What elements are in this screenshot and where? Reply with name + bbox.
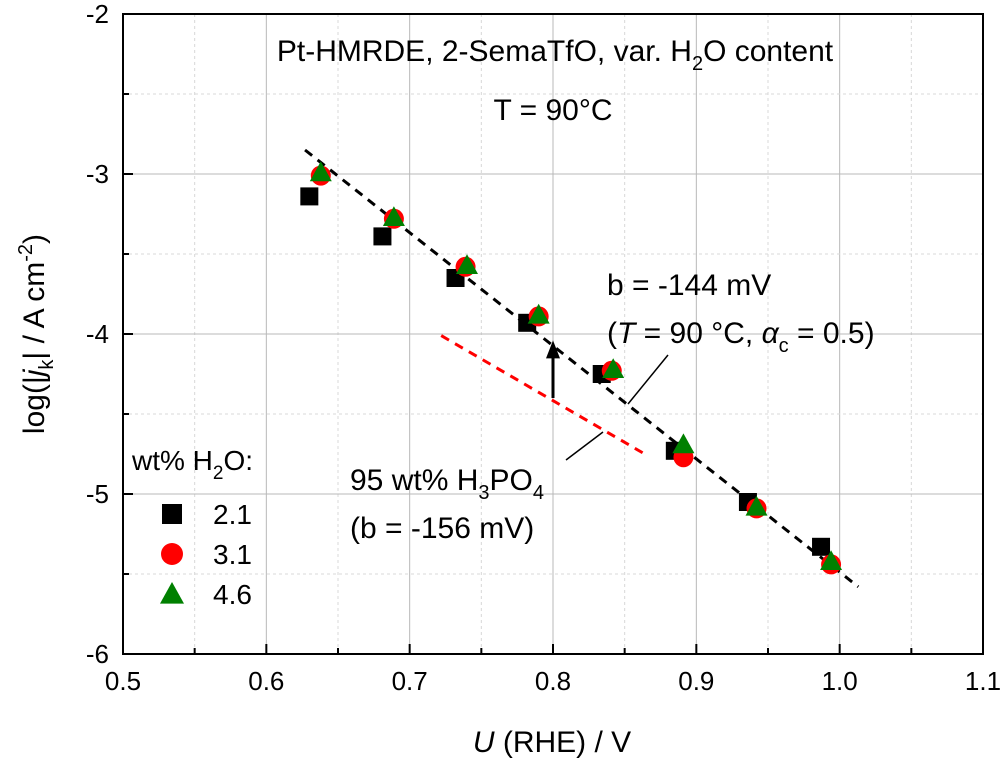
data-point-triangle — [527, 303, 550, 324]
data-point-triangle — [820, 550, 843, 570]
chart-title-line1: Pt-HMRDE, 2-SemaTfO, var. H2O content — [277, 35, 834, 75]
axis-ticks — [122, 13, 984, 655]
legend-marker-triangle — [160, 582, 184, 604]
data-point-triangle — [672, 433, 695, 454]
legend-label: 3.1 — [213, 539, 252, 570]
legend-marker-circle — [161, 543, 183, 565]
callout-lines — [565, 354, 669, 461]
reference-callout-line — [565, 431, 604, 461]
x-tick-label: 0.8 — [535, 666, 571, 696]
chart-title-line2: T = 90°C — [493, 94, 612, 127]
legend-label: 2.1 — [213, 499, 252, 530]
y-axis-title: log(|jk| / A cm-2) — [15, 234, 58, 434]
y-tick-label: -5 — [86, 479, 109, 509]
data-point-square — [373, 227, 392, 246]
x-tick-label: 0.6 — [248, 666, 284, 696]
legend: wt% H2O: 2.1 3.1 4.6 — [131, 445, 253, 610]
data-point-triangle — [309, 161, 332, 182]
y-tick-label: -4 — [86, 319, 109, 349]
legend-title: wt% H2O: — [131, 445, 253, 484]
x-tick-label: 0.7 — [392, 666, 428, 696]
legend-label: 4.6 — [213, 579, 252, 610]
data-point-triangle — [456, 254, 478, 274]
fit-line — [440, 334, 646, 456]
reference-slope-label: (b = -156 mV) — [350, 512, 534, 545]
data-point-triangle — [602, 358, 625, 378]
legend-marker-square — [162, 504, 182, 524]
y-tick-label: -2 — [86, 0, 109, 29]
data-point-triangle — [745, 495, 768, 516]
data-points — [300, 161, 843, 575]
arrow — [546, 340, 560, 398]
x-tick-label: 1.1 — [965, 666, 1000, 696]
x-tick-label: 1.0 — [822, 666, 858, 696]
fit-condition-label: (T = 90 °C, αc = 0.5) — [607, 317, 875, 357]
data-point-square — [300, 187, 319, 206]
tick-labels: 0.5 0.6 0.7 0.8 0.9 1.0 1.1 -6 -5 -4 -3 -2 — [86, 0, 1000, 696]
reference-label: 95 wt% H3PO4 — [350, 464, 544, 504]
data-point-triangle — [382, 206, 405, 226]
y-tick-label: -3 — [86, 159, 109, 189]
fit-callout-line — [627, 354, 669, 405]
data-point-square — [812, 537, 831, 556]
fit-slope-label: b = -144 mV — [607, 269, 771, 302]
grid — [123, 14, 983, 654]
y-tick-label: -6 — [86, 639, 109, 669]
x-tick-label: 0.5 — [105, 666, 141, 696]
arrow-head — [546, 340, 560, 359]
x-tick-label: 0.9 — [678, 666, 714, 696]
x-axis-title: U (RHE) / V — [473, 726, 631, 759]
